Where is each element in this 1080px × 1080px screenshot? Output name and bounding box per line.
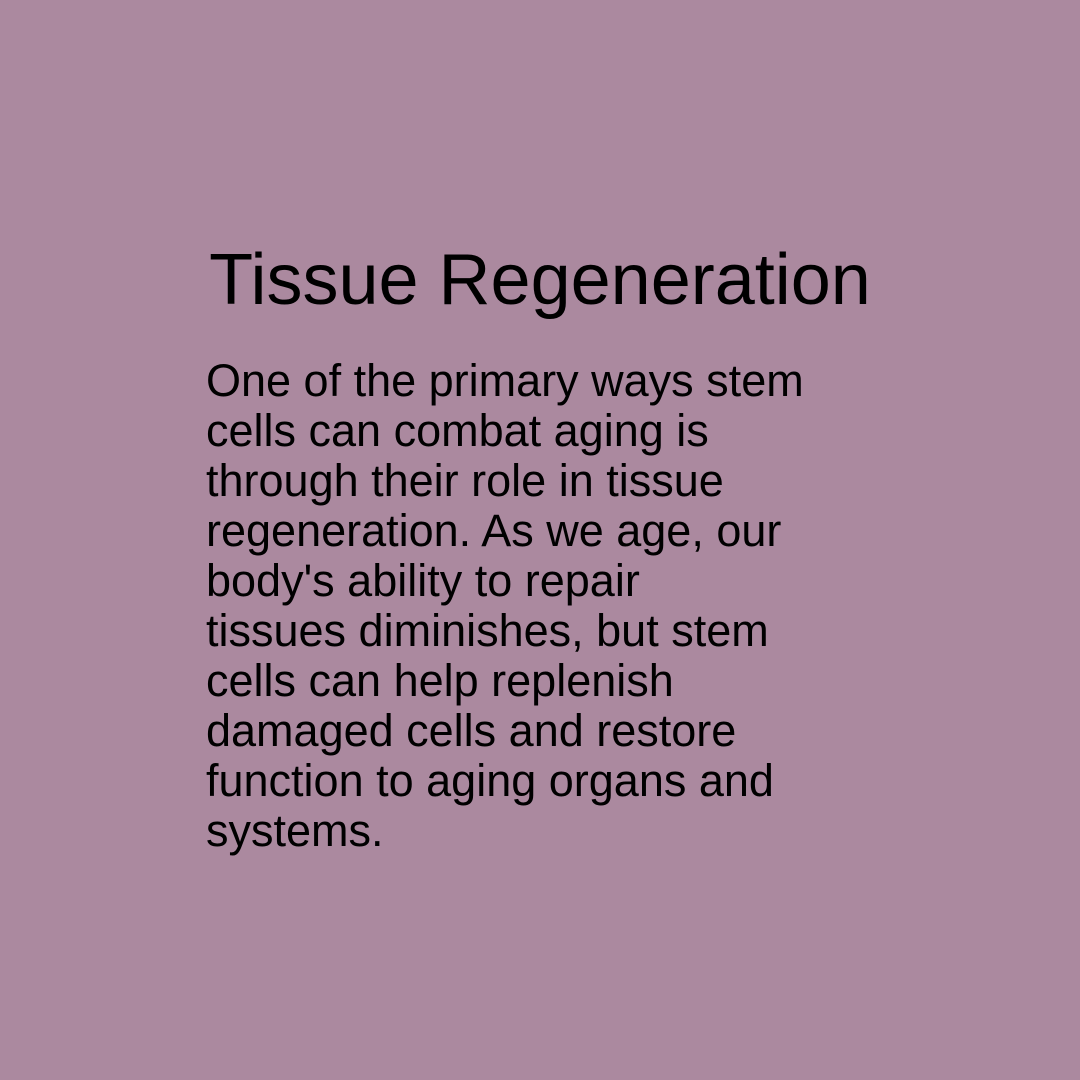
body-line: regeneration. As we age, our xyxy=(206,505,782,556)
body-line: damaged cells and restore xyxy=(206,705,737,756)
body-line: tissues diminishes, but stem xyxy=(206,605,769,656)
slide-body-text: One of the primary ways stem cells can c… xyxy=(206,356,906,856)
slide-title: Tissue Regeneration xyxy=(209,240,871,320)
body-line: systems. xyxy=(206,805,384,856)
body-line: One of the primary ways stem xyxy=(206,355,804,406)
body-line: function to aging organs and xyxy=(206,755,774,806)
body-line: cells can help replenish xyxy=(206,655,674,706)
body-line: through their role in tissue xyxy=(206,455,724,506)
body-line: body's ability to repair xyxy=(206,555,640,606)
body-line: cells can combat aging is xyxy=(206,405,709,456)
